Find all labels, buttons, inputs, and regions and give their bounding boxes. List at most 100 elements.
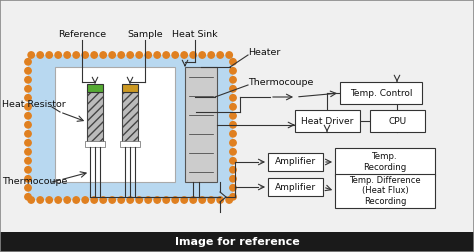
- Circle shape: [136, 197, 142, 203]
- Circle shape: [230, 113, 236, 119]
- Bar: [185, 67, 217, 182]
- Circle shape: [46, 52, 53, 58]
- Circle shape: [25, 77, 31, 83]
- Circle shape: [25, 68, 31, 74]
- Circle shape: [230, 140, 236, 146]
- Bar: [55, 67, 175, 182]
- Circle shape: [208, 197, 214, 203]
- Circle shape: [37, 52, 44, 58]
- Circle shape: [230, 167, 236, 173]
- Circle shape: [25, 158, 31, 164]
- Bar: [122, 84, 138, 92]
- Circle shape: [25, 176, 31, 182]
- Bar: [87, 84, 103, 92]
- Circle shape: [230, 122, 236, 128]
- Text: Temp. Difference
(Heat Flux)
Recording: Temp. Difference (Heat Flux) Recording: [349, 176, 421, 206]
- Circle shape: [190, 52, 196, 58]
- Bar: [335, 148, 435, 176]
- Bar: [120, 141, 140, 147]
- Circle shape: [217, 52, 223, 58]
- Text: Heater: Heater: [248, 48, 281, 57]
- Circle shape: [46, 197, 53, 203]
- Circle shape: [230, 104, 236, 110]
- Circle shape: [230, 158, 236, 164]
- Circle shape: [230, 149, 236, 155]
- Circle shape: [217, 197, 223, 203]
- Circle shape: [55, 197, 62, 203]
- Circle shape: [230, 77, 236, 83]
- Circle shape: [163, 52, 169, 58]
- Bar: [28, 55, 233, 200]
- Circle shape: [181, 197, 187, 203]
- Circle shape: [25, 94, 31, 101]
- Bar: [87, 92, 103, 142]
- Circle shape: [230, 59, 236, 65]
- Bar: [85, 141, 105, 147]
- Text: Temp.
Recording: Temp. Recording: [364, 152, 407, 172]
- Circle shape: [37, 197, 44, 203]
- Circle shape: [100, 52, 106, 58]
- Circle shape: [127, 52, 133, 58]
- Circle shape: [127, 197, 133, 203]
- Circle shape: [25, 122, 31, 128]
- Circle shape: [181, 52, 187, 58]
- Text: Sample: Sample: [127, 30, 163, 39]
- Circle shape: [230, 94, 236, 101]
- Bar: [122, 92, 138, 142]
- Circle shape: [230, 68, 236, 74]
- Bar: [295, 110, 360, 132]
- Circle shape: [25, 167, 31, 173]
- Text: Reference: Reference: [58, 30, 106, 39]
- Circle shape: [208, 52, 214, 58]
- Text: Heat Resistor: Heat Resistor: [2, 100, 66, 109]
- Circle shape: [28, 52, 35, 58]
- Circle shape: [25, 86, 31, 92]
- Circle shape: [25, 59, 31, 65]
- Circle shape: [190, 197, 196, 203]
- Circle shape: [154, 52, 160, 58]
- Circle shape: [55, 52, 62, 58]
- Circle shape: [25, 104, 31, 110]
- Circle shape: [230, 131, 236, 137]
- Circle shape: [230, 86, 236, 92]
- Text: Thermocoupe: Thermocoupe: [248, 78, 313, 87]
- Circle shape: [25, 140, 31, 146]
- Bar: [335, 174, 435, 208]
- Circle shape: [82, 197, 88, 203]
- Circle shape: [91, 52, 97, 58]
- Text: Heat Driver: Heat Driver: [301, 116, 354, 125]
- Bar: [0, 232, 474, 252]
- Bar: [370, 110, 425, 132]
- Circle shape: [73, 52, 80, 58]
- Circle shape: [28, 197, 35, 203]
- Circle shape: [118, 52, 124, 58]
- Circle shape: [226, 52, 232, 58]
- Circle shape: [172, 197, 178, 203]
- Circle shape: [64, 197, 71, 203]
- Circle shape: [25, 185, 31, 191]
- Text: CPU: CPU: [388, 116, 407, 125]
- Circle shape: [199, 52, 205, 58]
- Text: Image for reference: Image for reference: [174, 237, 300, 247]
- Circle shape: [145, 52, 151, 58]
- Bar: [268, 153, 323, 171]
- Circle shape: [226, 197, 232, 203]
- Circle shape: [136, 52, 142, 58]
- Circle shape: [109, 197, 115, 203]
- Circle shape: [91, 197, 97, 203]
- Circle shape: [199, 197, 205, 203]
- Circle shape: [154, 197, 160, 203]
- Circle shape: [64, 52, 71, 58]
- Circle shape: [25, 113, 31, 119]
- Text: Thermocoupe: Thermocoupe: [2, 177, 67, 186]
- Circle shape: [230, 194, 236, 200]
- Circle shape: [25, 194, 31, 200]
- Circle shape: [230, 185, 236, 191]
- Circle shape: [163, 197, 169, 203]
- Text: Temp. Control: Temp. Control: [350, 88, 412, 98]
- Circle shape: [118, 197, 124, 203]
- Text: Amplifier: Amplifier: [275, 182, 316, 192]
- Bar: [268, 178, 323, 196]
- Circle shape: [230, 176, 236, 182]
- Circle shape: [145, 197, 151, 203]
